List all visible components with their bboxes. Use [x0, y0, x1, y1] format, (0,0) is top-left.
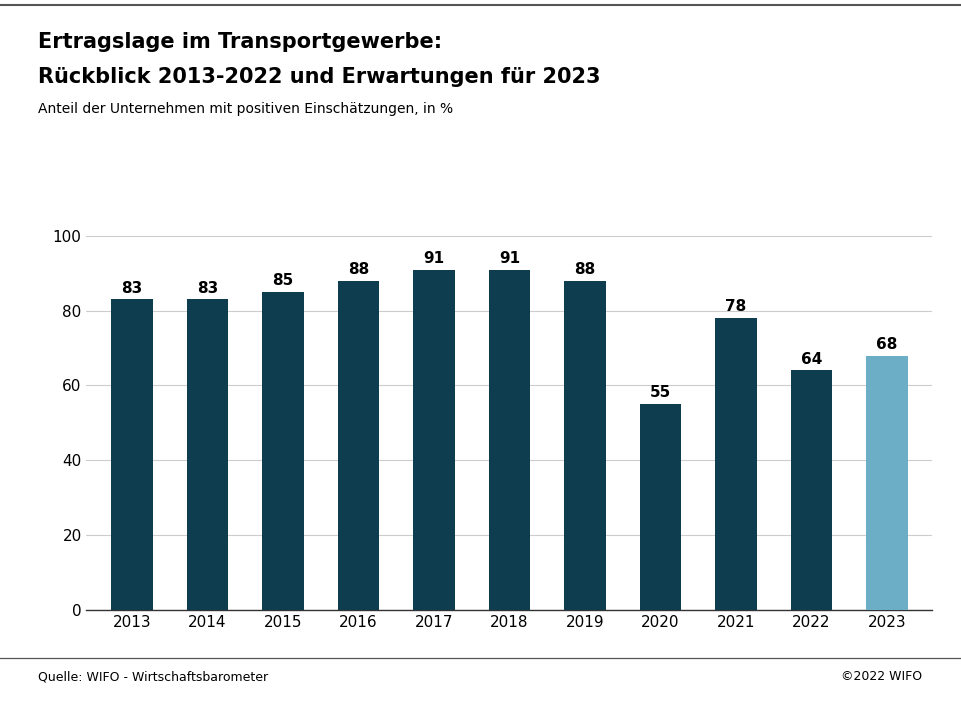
- Bar: [186, 299, 228, 610]
- Text: 85: 85: [272, 273, 293, 289]
- Text: 83: 83: [121, 281, 142, 296]
- Text: 88: 88: [575, 262, 596, 277]
- Bar: [866, 355, 907, 610]
- Text: ©2022 WIFO: ©2022 WIFO: [842, 670, 923, 683]
- Bar: [564, 281, 605, 610]
- Text: 83: 83: [197, 281, 218, 296]
- Bar: [715, 318, 756, 610]
- Text: 78: 78: [726, 299, 747, 314]
- Text: Anteil der Unternehmen mit positiven Einschätzungen, in %: Anteil der Unternehmen mit positiven Ein…: [38, 102, 454, 116]
- Bar: [111, 299, 153, 610]
- Bar: [488, 269, 530, 610]
- Text: 64: 64: [801, 352, 822, 367]
- Text: 88: 88: [348, 262, 369, 277]
- Bar: [262, 292, 304, 610]
- Text: 91: 91: [499, 251, 520, 266]
- Text: 55: 55: [650, 386, 671, 401]
- Bar: [337, 281, 379, 610]
- Text: 91: 91: [423, 251, 444, 266]
- Text: Quelle: WIFO - Wirtschaftsbarometer: Quelle: WIFO - Wirtschaftsbarometer: [38, 670, 268, 683]
- Bar: [413, 269, 455, 610]
- Text: 68: 68: [876, 337, 898, 352]
- Text: Rückblick 2013-2022 und Erwartungen für 2023: Rückblick 2013-2022 und Erwartungen für …: [38, 67, 601, 87]
- Bar: [791, 371, 832, 610]
- Bar: [640, 404, 681, 610]
- Text: Ertragslage im Transportgewerbe:: Ertragslage im Transportgewerbe:: [38, 32, 443, 52]
